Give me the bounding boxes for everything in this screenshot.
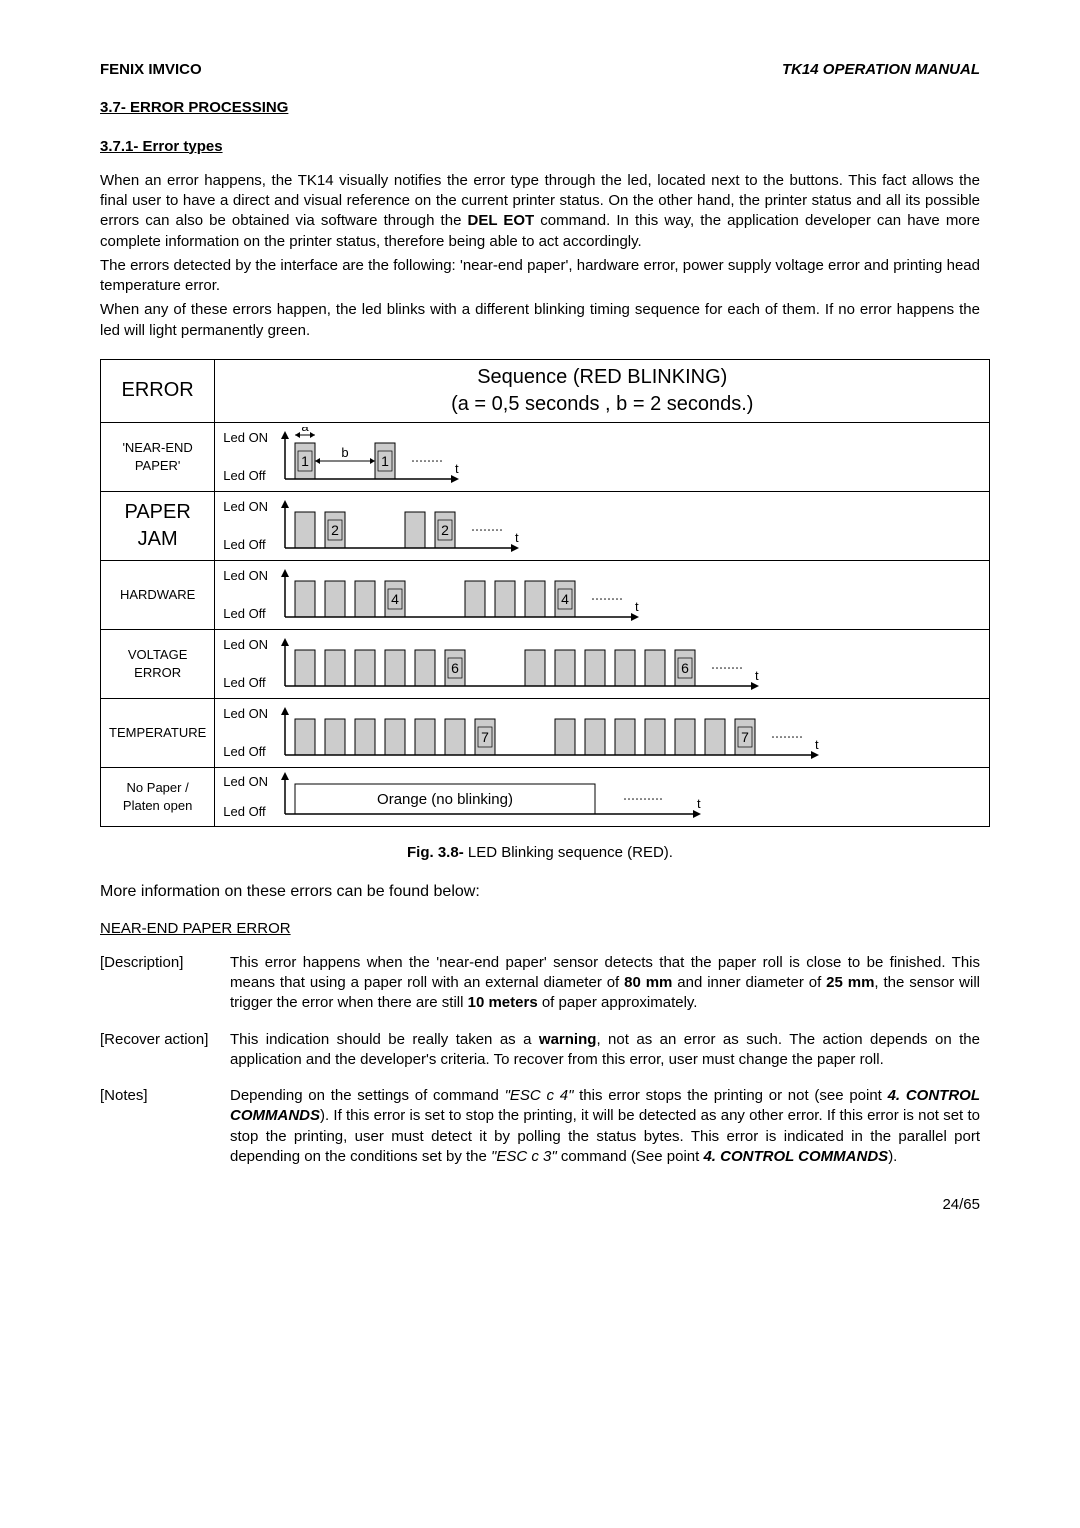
svg-text:b: b: [342, 445, 349, 460]
table-row: HARDWARELed ONLed Off44t: [101, 560, 990, 629]
svg-text:1: 1: [381, 453, 389, 469]
svg-text:1: 1: [301, 453, 309, 469]
sequence-col-header: Sequence (RED BLINKING) (a = 0,5 seconds…: [215, 359, 990, 422]
sequence-diagram: Led ONLed OffOrange (no blinking)t: [215, 767, 990, 826]
sequence-diagram: Led ONLed Off77t: [215, 698, 990, 767]
svg-text:Orange (no blinking): Orange (no blinking): [377, 791, 513, 808]
table-row: 'NEAR-ENDPAPER'Led ONLed Off1ab1t: [101, 422, 990, 491]
error-label: PAPERJAM: [101, 491, 215, 560]
svg-text:t: t: [815, 737, 819, 752]
svg-text:a: a: [302, 427, 310, 434]
paragraph-3: When any of these errors happen, the led…: [100, 300, 980, 341]
svg-text:2: 2: [331, 522, 339, 538]
table-row: PAPERJAMLed ONLed Off22t: [101, 491, 990, 560]
table-row: TEMPERATURELed ONLed Off77t: [101, 698, 990, 767]
svg-text:6: 6: [451, 660, 459, 676]
table-row: No Paper /Platen openLed ONLed OffOrange…: [101, 767, 990, 826]
error-label: TEMPERATURE: [101, 698, 215, 767]
svg-text:t: t: [755, 668, 759, 683]
sequence-diagram: Led ONLed Off44t: [215, 560, 990, 629]
more-info-line: More information on these errors can be …: [100, 881, 980, 903]
sequence-diagram: Led ONLed Off22t: [215, 491, 990, 560]
description-row: [Description] This error happens when th…: [100, 953, 980, 1014]
paragraph-2: The errors detected by the interface are…: [100, 256, 980, 297]
error-label: No Paper /Platen open: [101, 767, 215, 826]
svg-text:7: 7: [481, 729, 489, 745]
sequence-diagram: Led ONLed Off66t: [215, 629, 990, 698]
svg-text:t: t: [635, 599, 639, 614]
error-table: ERROR Sequence (RED BLINKING) (a = 0,5 s…: [100, 359, 990, 827]
table-row: VOLTAGEERRORLed ONLed Off66t: [101, 629, 990, 698]
svg-text:t: t: [697, 796, 701, 811]
header-right: TK14 OPERATION MANUAL: [782, 60, 980, 80]
near-end-heading: NEAR-END PAPER ERROR: [100, 919, 980, 939]
sequence-diagram: Led ONLed Off1ab1t: [215, 422, 990, 491]
page-number: 24/65: [100, 1195, 980, 1215]
svg-text:6: 6: [681, 660, 689, 676]
error-label: VOLTAGEERROR: [101, 629, 215, 698]
svg-text:4: 4: [561, 591, 569, 607]
error-label: HARDWARE: [101, 560, 215, 629]
recover-row: [Recover action] This indication should …: [100, 1030, 980, 1071]
error-label: 'NEAR-ENDPAPER': [101, 422, 215, 491]
header-left: FENIX IMVICO: [100, 60, 202, 80]
svg-text:t: t: [515, 530, 519, 545]
svg-text:4: 4: [391, 591, 399, 607]
svg-text:t: t: [455, 461, 459, 476]
heading-error-types: 3.7.1- Error types: [100, 137, 980, 157]
notes-row: [Notes] Depending on the settings of com…: [100, 1086, 980, 1167]
svg-text:2: 2: [441, 522, 449, 538]
figure-caption: Fig. 3.8- LED Blinking sequence (RED).: [100, 843, 980, 863]
error-col-header: ERROR: [101, 359, 215, 422]
heading-error-processing: 3.7- ERROR PROCESSING: [100, 98, 980, 118]
paragraph-1: When an error happens, the TK14 visually…: [100, 171, 980, 252]
svg-text:7: 7: [741, 729, 749, 745]
